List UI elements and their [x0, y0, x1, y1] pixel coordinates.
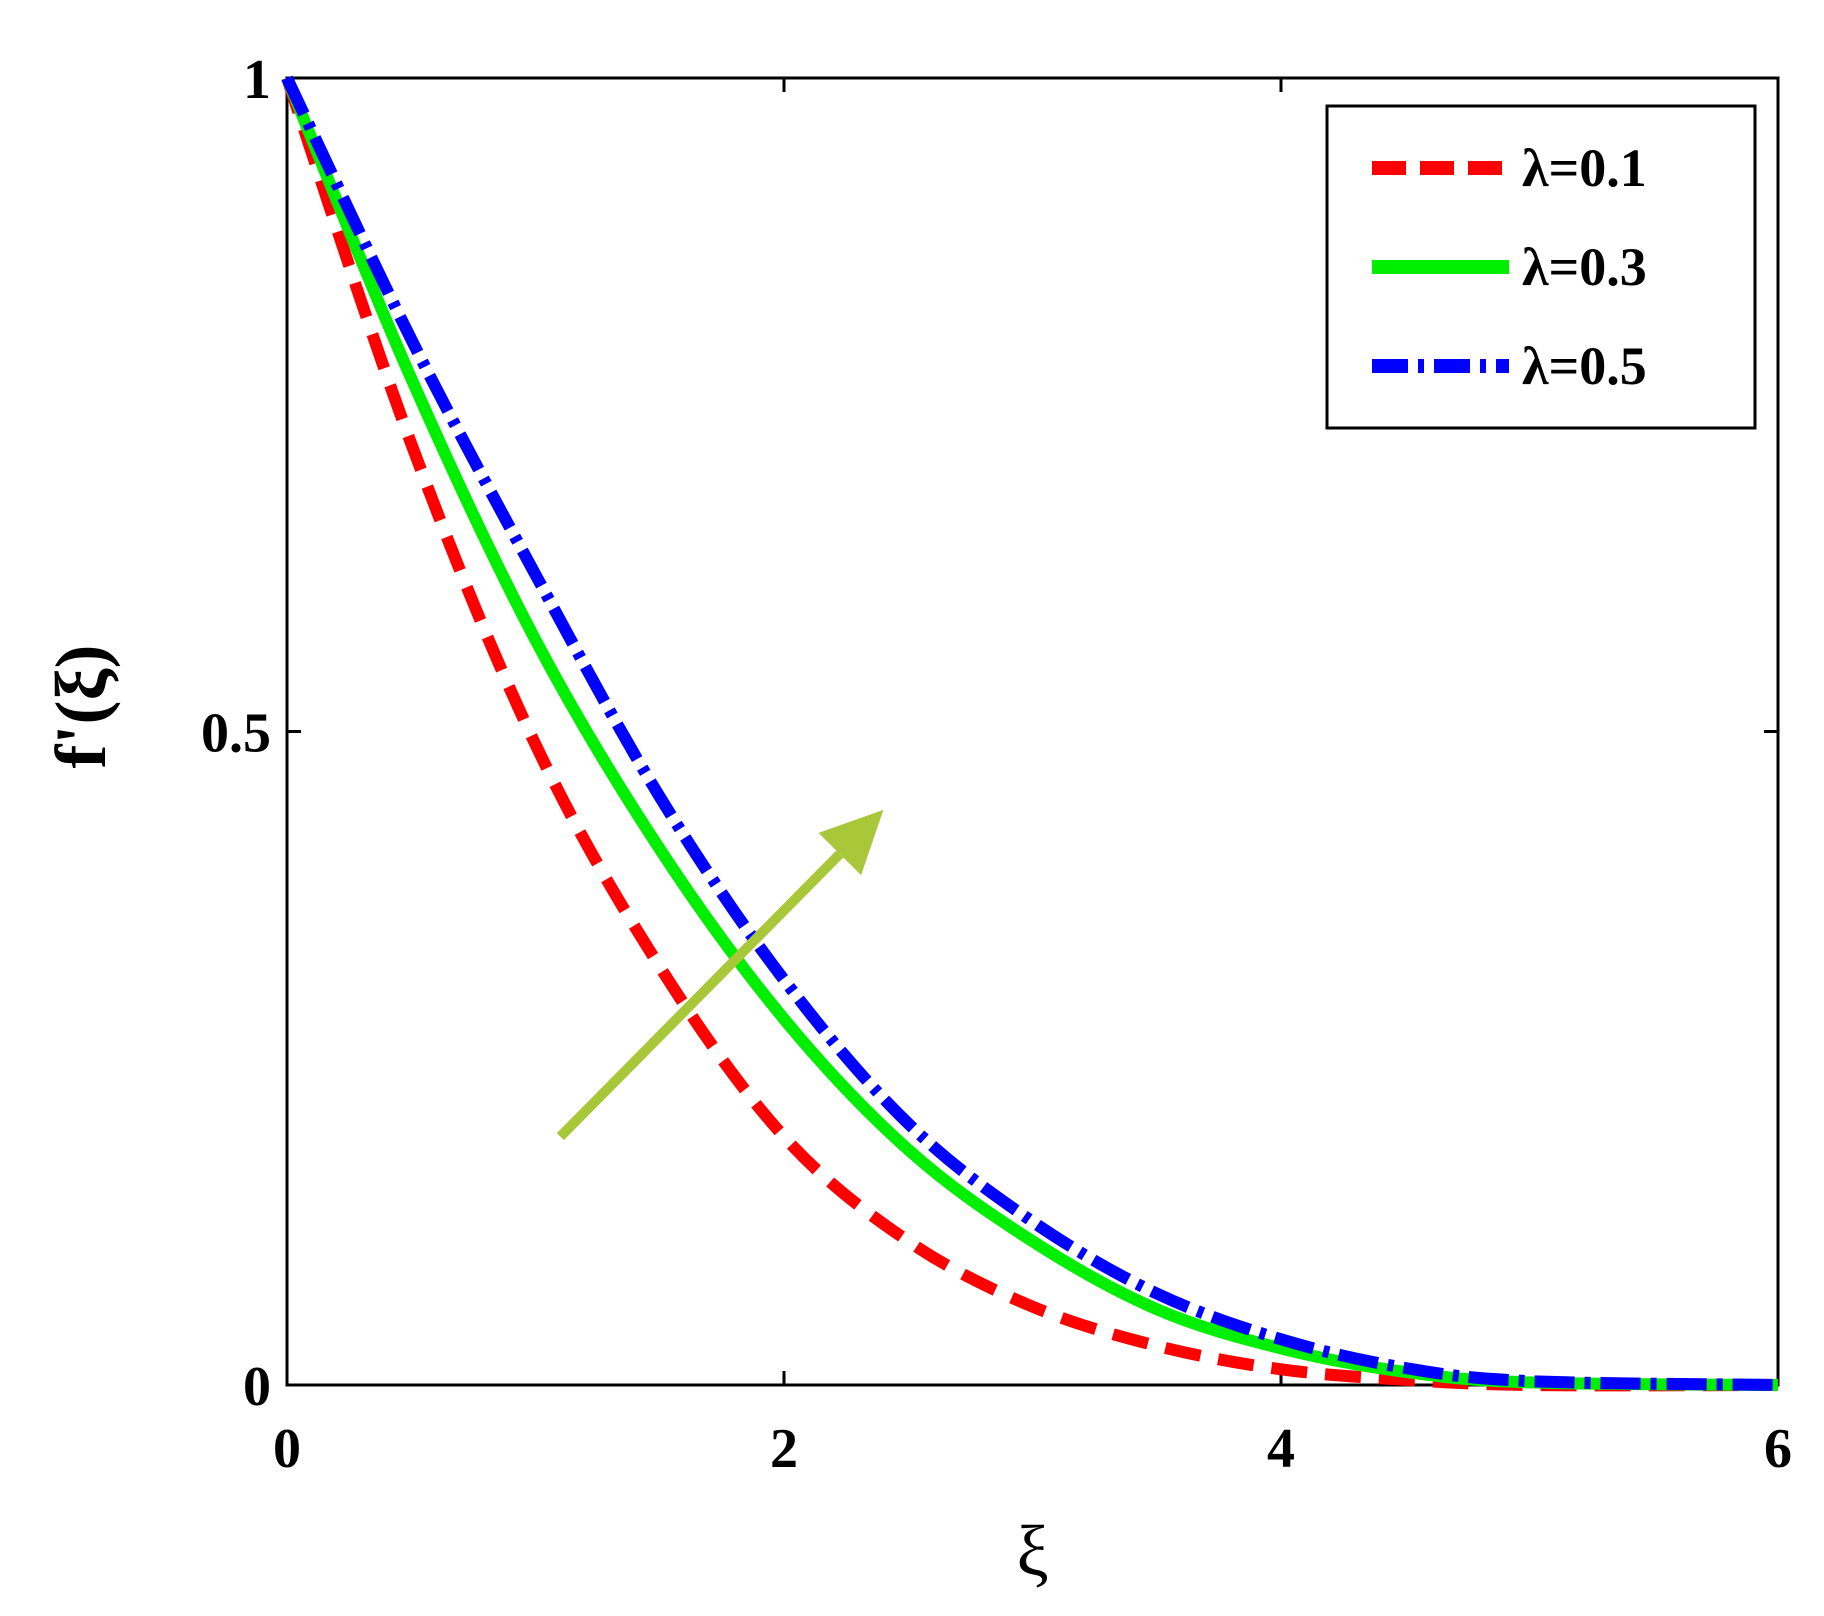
y-tick-label: 0: [243, 1356, 271, 1418]
annotations: [556, 809, 884, 1141]
x-tick-label: 2: [770, 1418, 798, 1480]
arrow-head: [818, 809, 884, 876]
legend: λ=0.1 λ=0.3 λ=0.5: [1325, 104, 1757, 430]
legend-box: [1325, 104, 1757, 430]
series-line-1: [281, 76, 1779, 1392]
x-axis-label: ξ: [1016, 1511, 1048, 1591]
x-tick-label: 4: [1267, 1418, 1295, 1480]
tick-labels: 0 2 4 6 0 0.5 1: [201, 49, 1792, 1480]
legend-label-1: λ=0.1: [1522, 138, 1647, 198]
series-line-3: [281, 75, 1779, 1391]
x-tick-label: 0: [273, 1418, 301, 1480]
x-tick-label: 6: [1764, 1418, 1792, 1480]
arrow-shaft: [556, 850, 844, 1141]
curves: [281, 75, 1779, 1392]
legend-label-2: λ=0.3: [1522, 237, 1647, 297]
y-tick-label: 0.5: [201, 703, 271, 765]
plot-area: [281, 75, 1780, 1392]
y-tick-label: 1: [243, 49, 271, 111]
y-axis-label: f'(ξ): [41, 644, 121, 768]
legend-label-3: λ=0.5: [1522, 336, 1647, 396]
